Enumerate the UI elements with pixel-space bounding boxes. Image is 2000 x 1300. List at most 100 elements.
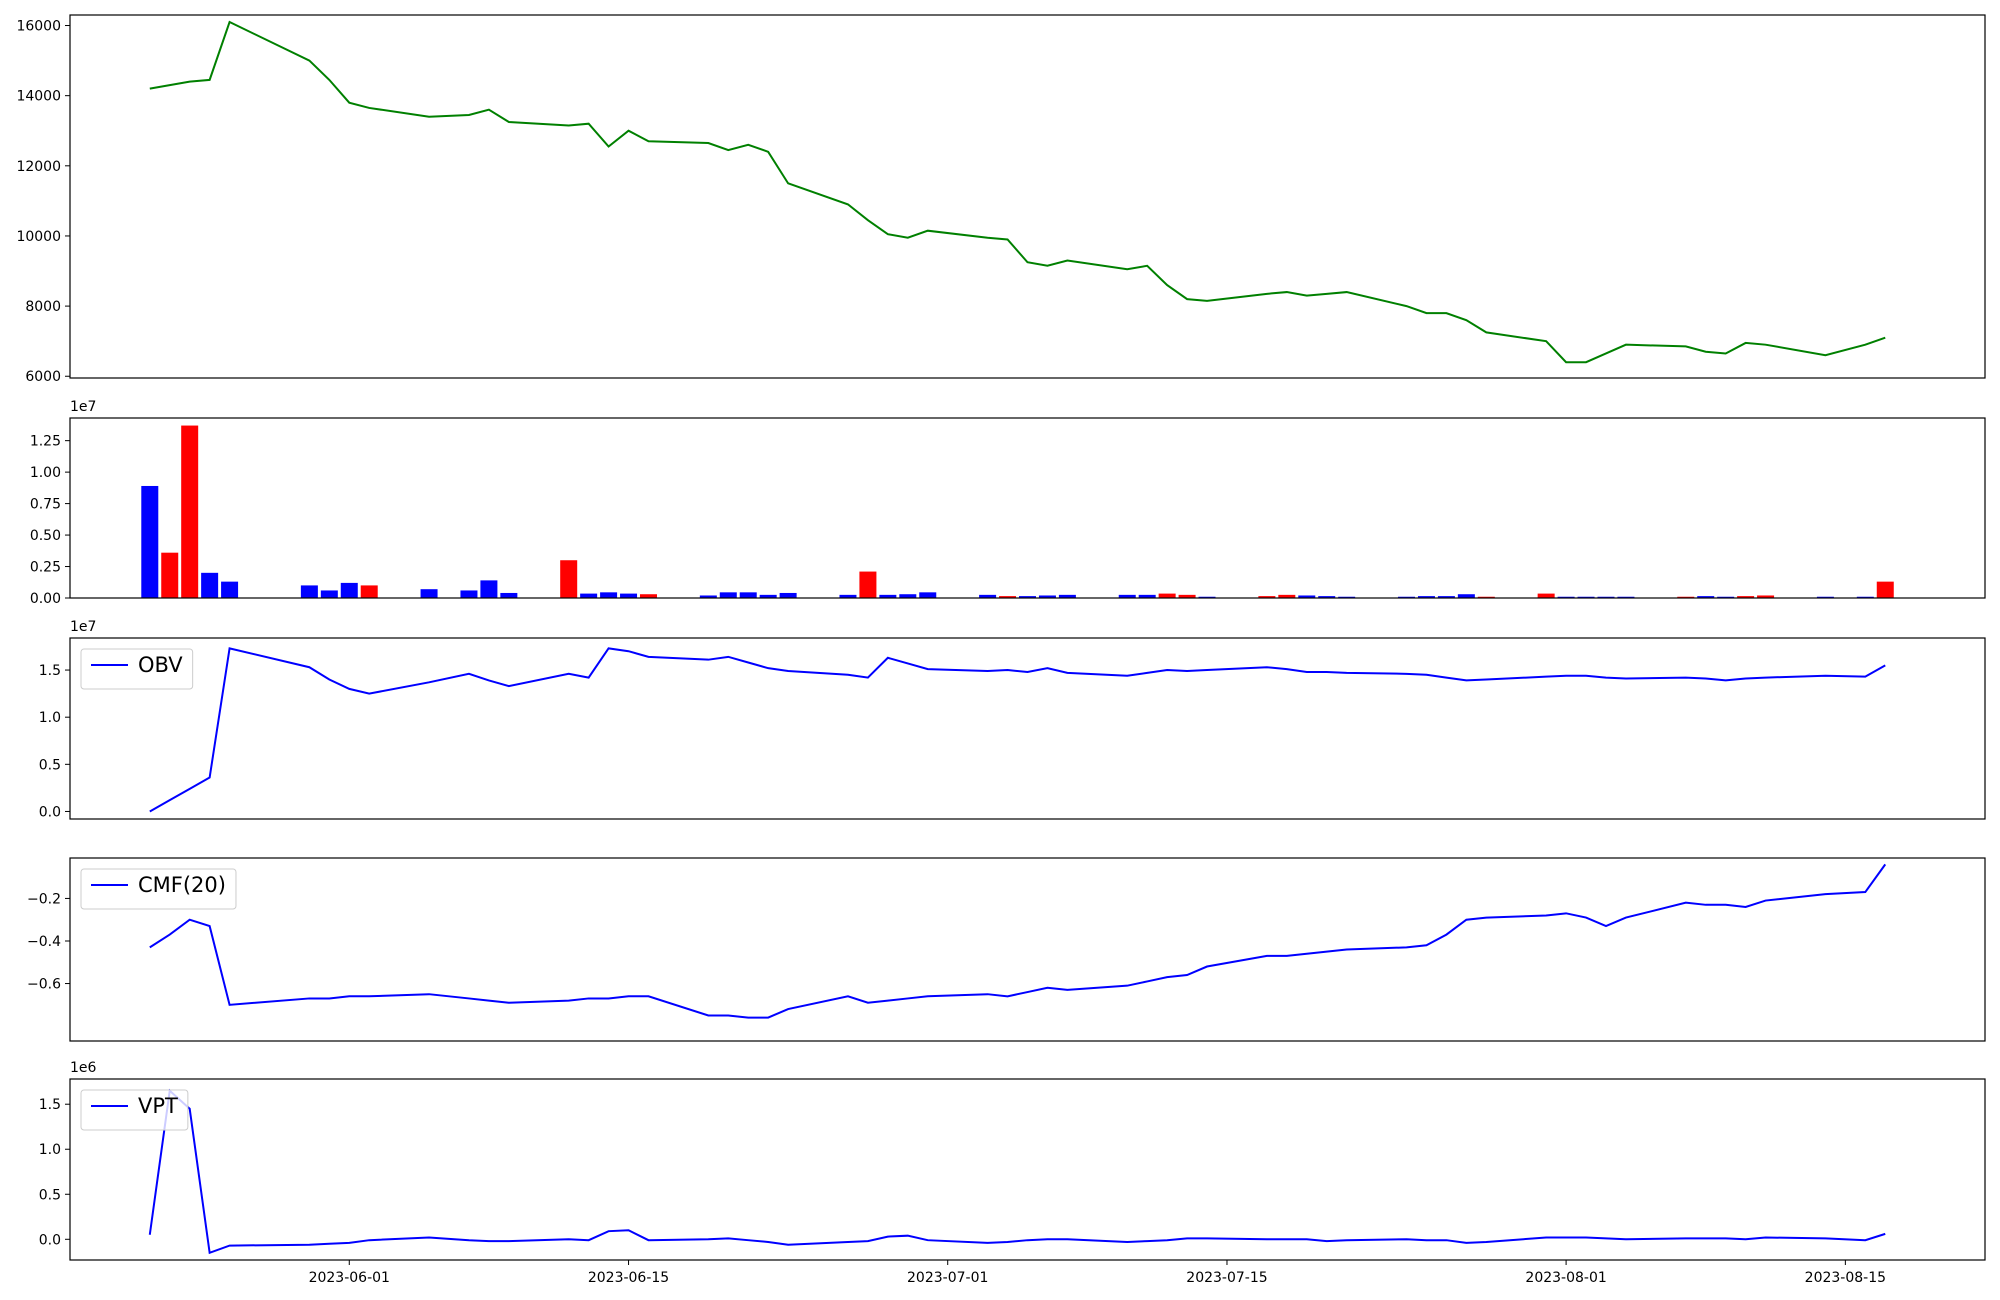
volume-bar (1338, 596, 1356, 598)
volume-bar (1298, 595, 1316, 598)
axis-offset-label: 1e6 (70, 1060, 97, 1076)
volume-bar (899, 594, 917, 598)
y-tick-label: −0.6 (27, 977, 61, 993)
legend-label: OBV (138, 653, 183, 677)
volume-bar (1876, 581, 1894, 598)
series-line (149, 863, 1887, 1019)
volume-bar (1198, 596, 1216, 598)
volume-bar (919, 592, 937, 598)
y-tick-label: 0.0 (39, 804, 61, 820)
panel: 0.00 0.25 0.50 0.75 1.00 1.25 1e7 (30, 399, 1986, 607)
y-tick-label: 1.0 (39, 1142, 61, 1158)
axes-frame (69, 417, 1986, 599)
x-tick-label: 2023-06-01 (309, 1270, 390, 1286)
legend-label: CMF(20) (138, 873, 226, 897)
volume-bar (181, 425, 199, 598)
volume-bar (1697, 596, 1715, 598)
volume-bar (320, 590, 338, 598)
volume-bar (859, 571, 877, 598)
volume-bar (1557, 596, 1575, 598)
volume-bar (1038, 595, 1056, 598)
volume-bar (1417, 596, 1435, 598)
volume-bar (560, 560, 578, 598)
volume-bar (1677, 596, 1695, 598)
series-line (149, 647, 1886, 813)
volume-bar (1757, 595, 1775, 598)
volume-bar (360, 585, 378, 598)
y-tick-label: 0.5 (39, 757, 61, 773)
y-tick-label: 16000 (16, 19, 61, 35)
axes-frame (69, 1078, 1986, 1261)
y-tick-label: 14000 (16, 89, 61, 105)
volume-bar (580, 593, 598, 598)
panel: −0.6 −0.4 −0.2 CMF(20) (27, 857, 1986, 1042)
volume-bar (1178, 594, 1196, 598)
axes-frame (69, 857, 1986, 1042)
legend: OBV (80, 648, 194, 690)
axis-offset-label: 1e7 (70, 619, 96, 635)
x-tick-label: 2023-08-01 (1525, 1270, 1606, 1286)
y-tick-label: 12000 (16, 159, 61, 175)
volume-bar (201, 572, 219, 598)
y-tick-label: 0.5 (39, 1187, 61, 1203)
volume-bar (600, 592, 618, 598)
volume-bar (1617, 596, 1635, 598)
volume-bar (1278, 594, 1296, 598)
volume-bar (1856, 596, 1874, 598)
axes-frame (69, 14, 1986, 379)
y-tick-label: 0.75 (30, 497, 61, 513)
y-tick-label: 10000 (16, 229, 61, 245)
y-tick-label: −0.2 (27, 891, 61, 907)
legend: VPT (80, 1089, 189, 1131)
series-line (148, 1088, 1886, 1255)
volume-bar (1457, 594, 1475, 598)
volume-bar (1258, 596, 1276, 598)
volume-bar (460, 590, 478, 598)
x-tick-label: 2023-07-01 (907, 1270, 988, 1286)
y-tick-label: 0.0 (39, 1232, 61, 1248)
volume-bar (639, 594, 657, 598)
volume-bar (1477, 596, 1495, 598)
volume-bar (1537, 593, 1555, 598)
volume-bar (1158, 593, 1176, 598)
y-tick-label: 8000 (25, 299, 61, 315)
volume-bar (420, 589, 438, 598)
volume-bar (759, 594, 777, 598)
volume-bar (1437, 596, 1455, 598)
y-tick-label: 1.00 (30, 465, 61, 481)
volume-bar (161, 552, 179, 598)
x-tick-label: 2023-06-15 (588, 1270, 669, 1286)
volume-bar (979, 594, 997, 598)
y-tick-label: 0.50 (30, 528, 61, 544)
volume-bar (1597, 596, 1615, 598)
volume-bar (480, 580, 498, 598)
legend-box (80, 1089, 189, 1131)
y-tick-label: −0.4 (27, 934, 61, 950)
axes-frame (69, 637, 1986, 820)
volume-bar (1737, 596, 1755, 598)
volume-bar (1577, 596, 1595, 598)
volume-bar (1019, 596, 1036, 598)
volume-bar (1138, 594, 1156, 598)
x-tick-label: 2023-07-15 (1186, 1270, 1267, 1286)
volume-bar (719, 592, 737, 598)
legend-box (80, 868, 237, 910)
volume-bar (500, 592, 518, 598)
y-tick-label: 0.25 (30, 560, 61, 576)
y-tick-label: 1.25 (30, 434, 61, 450)
volume-bar (221, 581, 239, 598)
volume-bar (620, 593, 638, 598)
volume-bar (1318, 596, 1336, 598)
volume-bar (839, 594, 857, 598)
volume-bar (999, 596, 1017, 598)
y-tick-label: 0.00 (30, 591, 61, 607)
volume-bar (739, 592, 757, 598)
legend-box (80, 648, 194, 690)
axis-offset-label: 1e7 (70, 399, 96, 415)
volume-bar (141, 485, 159, 598)
y-tick-label: 6000 (25, 369, 61, 385)
y-tick-label: 1.5 (39, 663, 61, 679)
volume-bar (1816, 596, 1834, 598)
y-tick-label: 1.5 (39, 1097, 61, 1113)
volume-bar (699, 595, 717, 598)
